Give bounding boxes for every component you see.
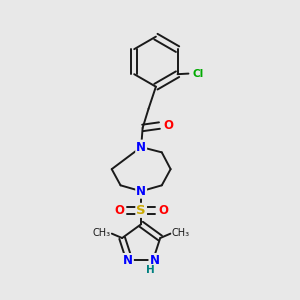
Text: N: N <box>123 254 133 267</box>
Text: N: N <box>149 254 159 267</box>
Text: N: N <box>136 141 146 154</box>
Text: Cl: Cl <box>193 69 204 79</box>
Text: O: O <box>163 119 173 132</box>
Text: H: H <box>146 265 155 275</box>
Text: CH₃: CH₃ <box>92 228 110 238</box>
Text: O: O <box>114 204 124 217</box>
Text: O: O <box>158 204 168 217</box>
Text: S: S <box>136 204 146 217</box>
Text: CH₃: CH₃ <box>172 228 190 238</box>
Text: N: N <box>136 185 146 198</box>
